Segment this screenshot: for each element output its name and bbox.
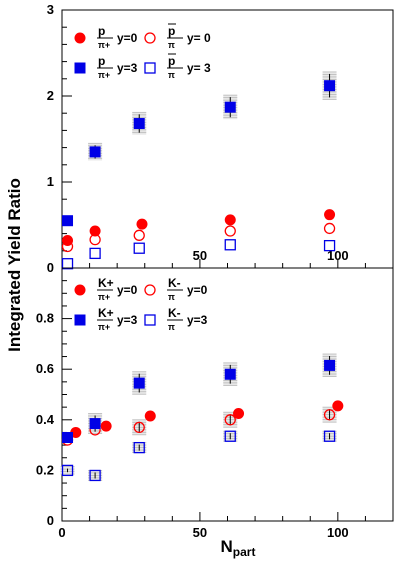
legend-entry: pπ y= 0 [144, 23, 211, 50]
legend-denominator: π+ [98, 70, 110, 80]
data-point [89, 418, 101, 430]
x-tick-label: 100 [327, 525, 349, 540]
legend-denominator: π+ [98, 292, 110, 302]
data-point [323, 409, 336, 421]
y-tick-label: 1 [47, 174, 54, 189]
data-point [324, 359, 336, 371]
legend-marker [74, 314, 86, 326]
y-tick-label: 3 [47, 2, 54, 17]
legend-condition: y=3 [117, 313, 138, 327]
data-point [62, 215, 74, 227]
data-point [89, 233, 101, 246]
legend-entry: p π+ y=0 [74, 24, 138, 50]
y-tick-label: 0.6 [36, 361, 54, 376]
legend-marker [144, 314, 156, 326]
data-point [100, 420, 112, 432]
legend-denominator: π [168, 292, 175, 302]
legend-numerator: p [168, 54, 175, 68]
legend-denominator: π+ [98, 322, 110, 332]
data-point [323, 239, 336, 252]
y-tick-label: 0 [47, 513, 54, 528]
data-point [89, 225, 101, 237]
legend-numerator: K+ [98, 276, 114, 290]
legend-entry: K+ π+ y=3 [74, 306, 138, 332]
legend-marker [74, 32, 86, 44]
legend-numerator: K- [168, 306, 181, 320]
data-point [61, 258, 74, 270]
legend-marker [74, 62, 86, 74]
data-point [224, 214, 236, 226]
legend-entry: pπ y= 3 [144, 53, 211, 80]
legend-numerator: p [98, 54, 105, 68]
legend-condition: y=3 [187, 313, 208, 327]
data-point [133, 229, 145, 241]
data-point [224, 430, 236, 442]
legend-denominator: π [168, 40, 175, 50]
data-point [61, 240, 74, 253]
legend-condition: y=0 [117, 283, 138, 297]
data-point [133, 242, 145, 254]
data-point [224, 101, 236, 113]
legend-marker [144, 284, 156, 296]
data-point [61, 464, 74, 477]
legend-numerator: p [168, 24, 175, 38]
legend-condition: y= 0 [187, 31, 211, 45]
x-tick-label: 50 [193, 525, 207, 540]
y-axis-title: Integrated Yield Ratio [5, 178, 24, 352]
x-axis-title: Npart [221, 537, 256, 559]
data-point [144, 410, 156, 422]
legend-condition: y=0 [117, 31, 138, 45]
data-point [133, 377, 145, 389]
data-point [70, 426, 82, 438]
y-tick-label: 2 [47, 88, 54, 103]
data-point [133, 118, 145, 130]
x-tick-label: 50 [193, 248, 207, 263]
legend-condition: y= 3 [187, 61, 211, 75]
legend-marker [74, 284, 86, 296]
legend-condition: y=0 [187, 283, 208, 297]
legend-numerator: K+ [98, 306, 114, 320]
y-tick-label: 0.4 [36, 412, 55, 427]
legend-denominator: π [168, 322, 175, 332]
legend-numerator: K- [168, 276, 181, 290]
data-point [136, 218, 148, 230]
data-point [332, 400, 344, 412]
data-point [324, 209, 336, 221]
data-point [224, 239, 236, 251]
data-point [62, 234, 74, 246]
data-point [89, 469, 101, 482]
legend-entry: K-π y=0 [144, 276, 208, 302]
data-point [233, 407, 245, 419]
data-point [62, 432, 74, 444]
plot-frame [61, 9, 394, 269]
y-tick-label: 0 [47, 260, 54, 275]
legend-condition: y=3 [117, 61, 138, 75]
legend-entry: p π+ y=3 [74, 54, 138, 80]
data-point [133, 441, 145, 454]
x-tick-label: 100 [327, 248, 349, 263]
x-tick-label: 0 [58, 525, 65, 540]
data-point [133, 421, 145, 434]
y-tick-label: 0.8 [36, 311, 54, 326]
data-point [89, 146, 101, 158]
legend-denominator: π+ [98, 40, 110, 50]
data-point [89, 247, 101, 260]
data-point [224, 414, 236, 426]
data-point [324, 80, 336, 92]
y-tick-label: 0.2 [36, 462, 54, 477]
legend-marker [144, 62, 156, 74]
legend-entry: K-π y=3 [144, 306, 208, 332]
data-point [323, 430, 336, 442]
data-point [224, 225, 236, 237]
legend-numerator: p [98, 24, 105, 38]
legend-denominator: π [168, 70, 175, 80]
legend-entry: K+ π+ y=0 [74, 276, 138, 302]
data-point [323, 222, 336, 235]
data-point [224, 368, 236, 380]
legend-marker [144, 32, 156, 44]
